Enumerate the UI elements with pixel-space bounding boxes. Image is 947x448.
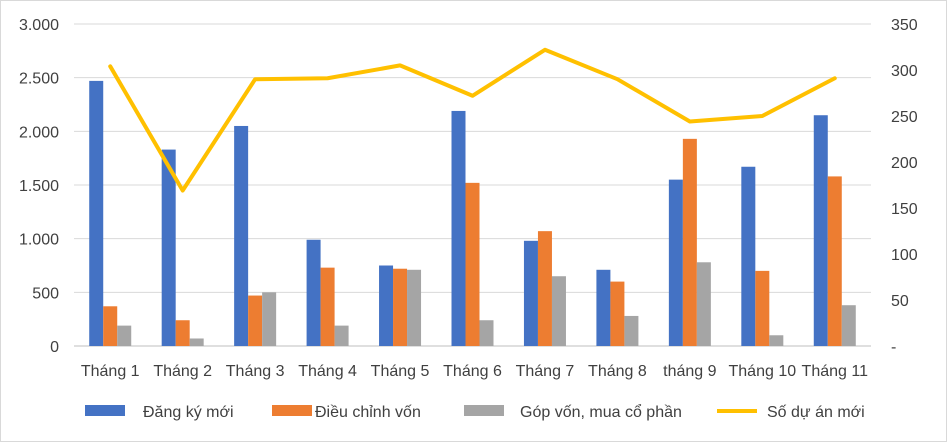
legend-label: Đăng ký mới <box>143 404 234 421</box>
legend-label: Góp vốn, mua cổ phần <box>520 403 682 421</box>
bar <box>741 166 756 346</box>
bar <box>841 305 856 346</box>
bar <box>117 325 132 346</box>
series-line <box>108 47 837 193</box>
right-axis-tick-label: 150 <box>891 201 918 218</box>
x-axis-tick-label: Tháng 5 <box>371 363 430 380</box>
left-axis-tick-label: 2.000 <box>19 124 59 141</box>
legend-label: Số dự án mới <box>767 404 865 421</box>
bar <box>813 115 828 346</box>
bar <box>189 338 204 346</box>
bar <box>234 125 249 346</box>
bar <box>175 320 190 346</box>
bar <box>465 182 480 346</box>
bar <box>755 270 770 346</box>
x-axis-tick-label: Tháng 6 <box>443 363 502 380</box>
legend-swatch <box>272 405 312 416</box>
x-axis-tick-label: Tháng 3 <box>226 363 285 380</box>
x-axis-tick-label: Tháng 8 <box>588 363 647 380</box>
left-axis-tick-label: 2.500 <box>19 71 59 88</box>
x-axis-tick-label: Tháng 2 <box>153 363 212 380</box>
left-axis-tick-label: 500 <box>32 285 59 302</box>
bar <box>320 267 335 346</box>
bar <box>827 176 842 346</box>
bar <box>161 149 176 346</box>
right-axis-tick-label: - <box>891 339 896 356</box>
x-axis-tick-label: Tháng 10 <box>729 363 797 380</box>
legend-label: Điều chỉnh vốn <box>315 404 421 421</box>
bar <box>696 262 711 346</box>
left-axis-tick-label: 3.000 <box>19 17 59 34</box>
x-axis-tick-label: Tháng 11 <box>802 363 869 380</box>
bar <box>89 80 104 347</box>
right-axis-tick-label: 250 <box>891 109 918 126</box>
legend-swatch <box>464 405 504 416</box>
left-axis-tick-label: 1.500 <box>19 178 59 195</box>
line-series <box>108 47 837 193</box>
bar <box>668 179 683 346</box>
x-axis-ticks: Tháng 1 Tháng 2 Tháng 3 Tháng 4 Tháng 5 Tháng… <box>81 363 868 380</box>
bar <box>682 138 697 346</box>
right-axis-ticks: - 50 100 150 200 250 300 350 <box>891 17 918 356</box>
x-axis-tick-label: Tháng 1 <box>81 363 140 380</box>
bar <box>451 110 466 346</box>
bar <box>248 295 263 346</box>
left-axis-ticks: 0 500 1.000 1.500 2.000 2.500 3.000 <box>19 17 59 356</box>
bar <box>523 240 538 346</box>
x-axis-tick-label: Tháng 7 <box>516 363 575 380</box>
bar <box>537 231 552 346</box>
right-axis-tick-label: 350 <box>891 17 918 34</box>
x-axis-tick-label: tháng 9 <box>663 363 716 380</box>
right-axis-tick-label: 200 <box>891 155 918 172</box>
bar <box>596 269 611 346</box>
left-axis-tick-label: 0 <box>50 339 59 356</box>
bar <box>262 292 277 346</box>
bar <box>306 239 321 346</box>
legend: Đăng ký mới Điều chỉnh vốn Góp vốn, mua cổ… <box>85 403 865 421</box>
right-axis-tick-label: 100 <box>891 247 918 264</box>
bar <box>479 320 494 346</box>
bar <box>610 281 625 346</box>
bar <box>624 315 639 346</box>
bar <box>769 335 784 346</box>
bar-series <box>89 80 856 347</box>
left-axis-tick-label: 1.000 <box>19 232 59 249</box>
bar <box>393 268 408 346</box>
right-axis-tick-label: 50 <box>891 293 909 310</box>
bar <box>407 269 422 346</box>
bar <box>379 265 394 346</box>
legend-swatch <box>85 405 125 416</box>
right-axis-tick-label: 300 <box>891 63 918 80</box>
bar <box>103 306 118 346</box>
x-axis-tick-label: Tháng 4 <box>298 363 357 380</box>
bar <box>551 276 566 346</box>
bar <box>334 325 349 346</box>
